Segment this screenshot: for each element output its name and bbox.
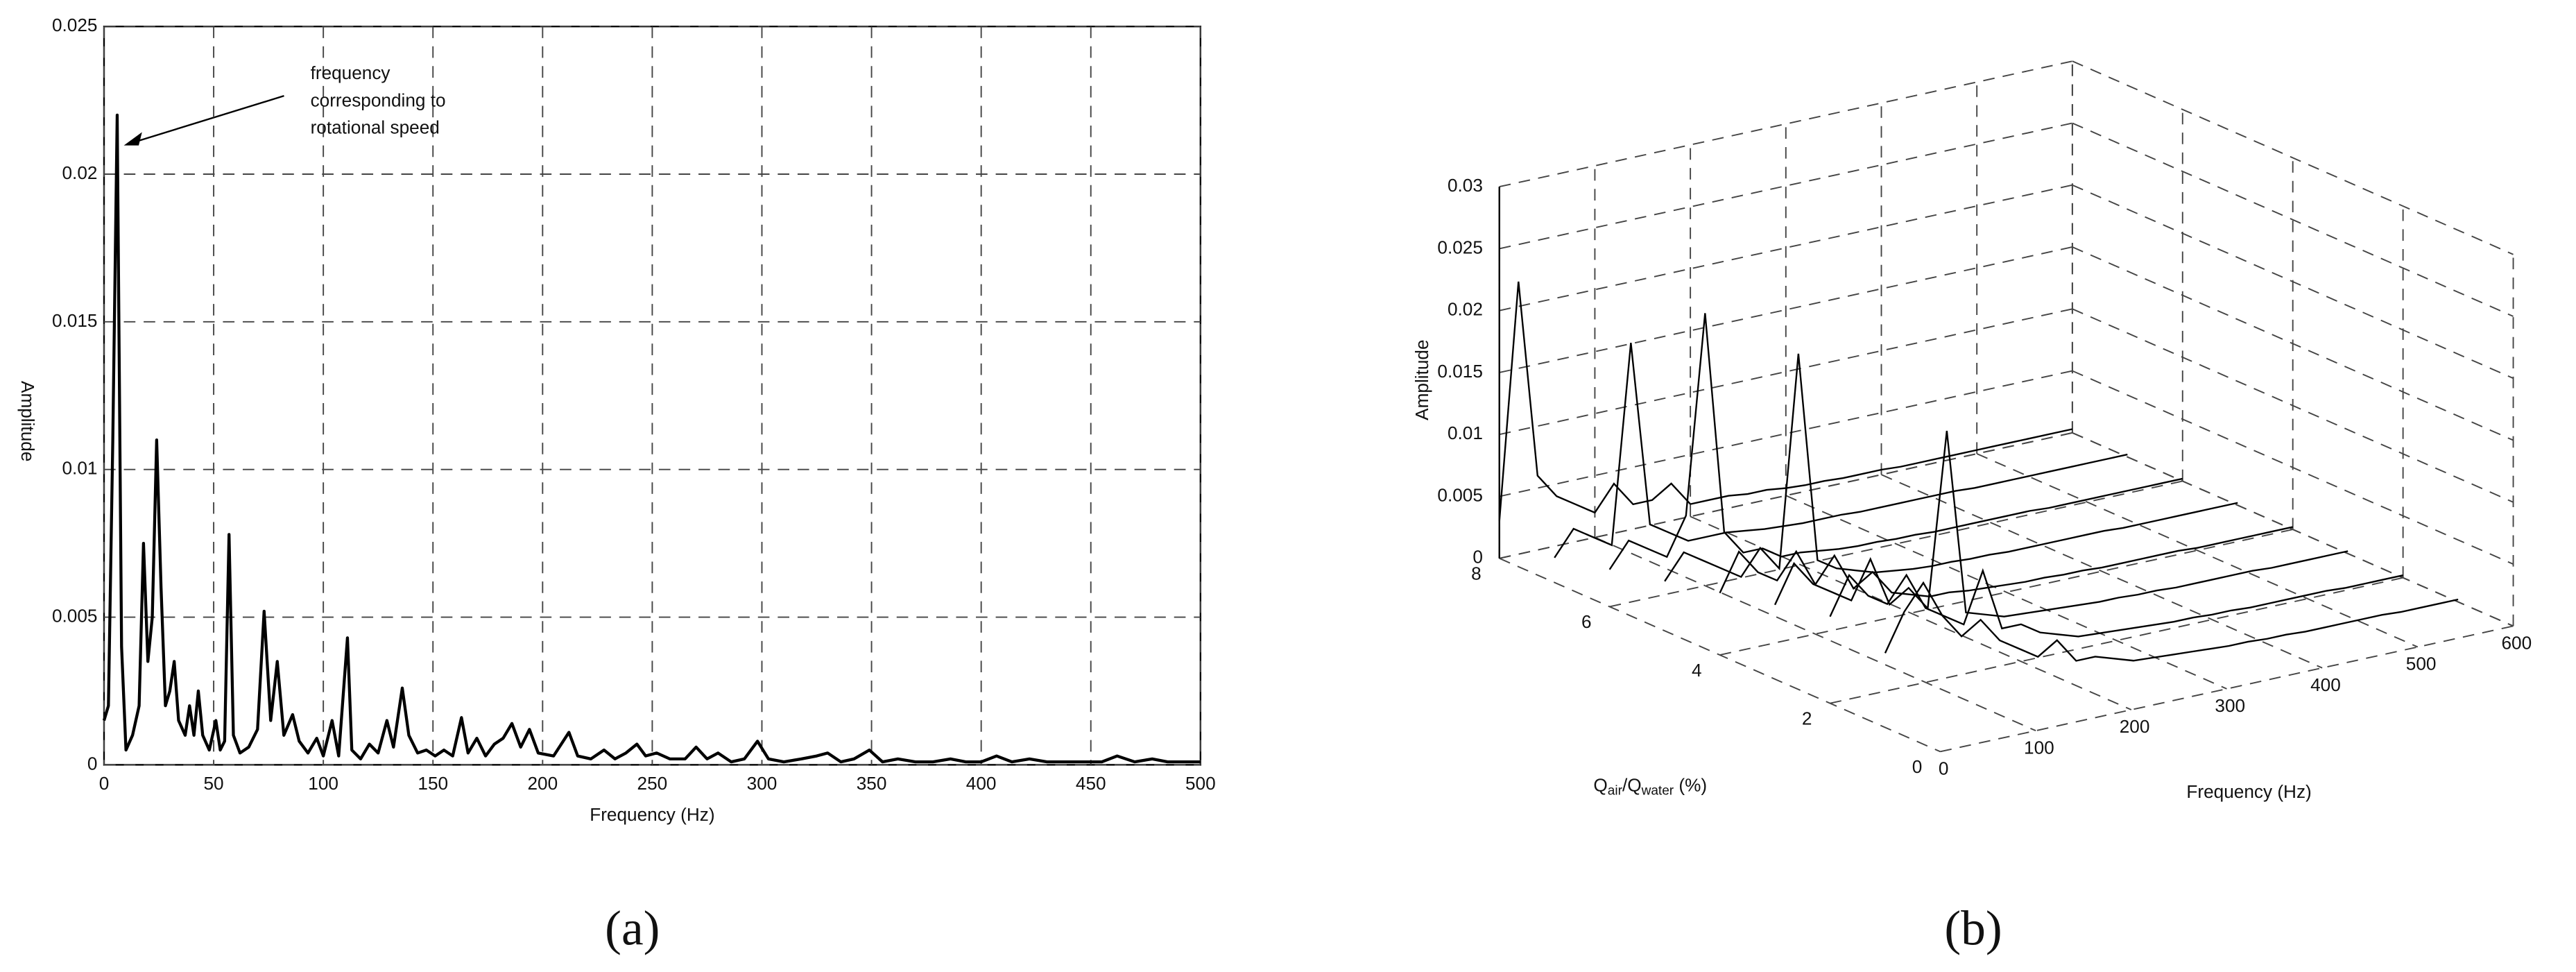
grid-line xyxy=(2072,308,2514,503)
spectrum-line xyxy=(1884,581,2459,662)
y-axis-label: Amplitude xyxy=(17,381,38,461)
x-tick-label: 100 xyxy=(2024,737,2054,758)
y-axis-label-part: (%) xyxy=(1674,774,1707,795)
y-tick-label: 0 xyxy=(87,753,98,774)
spectrum-line xyxy=(1554,342,2128,559)
z-tick-label: 0.025 xyxy=(1437,237,1482,257)
x-tick-label: 350 xyxy=(857,773,887,794)
x-tick-label: 250 xyxy=(637,773,668,794)
grid-line xyxy=(1690,515,2132,710)
x-tick-label: 150 xyxy=(418,773,448,794)
annotation: corresponding to xyxy=(311,89,446,110)
y-tick-label: 0.005 xyxy=(52,605,97,626)
annotation: frequency xyxy=(311,62,391,83)
z-tick-label: 0.005 xyxy=(1437,484,1482,505)
y-tick-label: 0 xyxy=(1912,756,1923,777)
x-tick-label: 600 xyxy=(2501,632,2532,653)
z-tick-label: 0.01 xyxy=(1448,423,1483,443)
y-tick-label: 4 xyxy=(1692,660,1702,681)
y-axis-label-part: air xyxy=(1608,783,1623,798)
z-tick-label: 0.03 xyxy=(1448,175,1483,196)
y-axis-label-part: water xyxy=(1641,783,1674,798)
y-tick-label: 0.02 xyxy=(62,162,98,183)
x-tick-label: 200 xyxy=(2120,716,2150,737)
grid-line xyxy=(2072,370,2514,565)
x-tick-label: 450 xyxy=(1076,773,1106,794)
y-tick-label: 8 xyxy=(1471,563,1482,584)
grid-line xyxy=(2072,246,2514,441)
x-tick-label: 100 xyxy=(308,773,338,794)
spectrum-line xyxy=(1719,526,2293,598)
grid-line xyxy=(2072,122,2514,317)
z-axis-label: Amplitude xyxy=(1411,339,1432,420)
y-axis-label-part: /Q xyxy=(1622,774,1642,795)
y-tick-label: 2 xyxy=(1802,708,1812,728)
z-tick-label: 0.015 xyxy=(1437,361,1482,382)
grid-line xyxy=(1785,495,2227,690)
panel-label: (b) xyxy=(1944,901,2002,956)
grid-line xyxy=(2072,432,2514,627)
x-tick-label: 200 xyxy=(527,773,558,794)
y-tick-label: 0.025 xyxy=(52,15,97,35)
spectrum-line xyxy=(1664,353,2238,582)
x-tick-label: 400 xyxy=(2310,674,2341,695)
spectrum-line xyxy=(1608,313,2183,570)
x-axis-label: Frequency (Hz) xyxy=(590,804,714,825)
spectrum-line xyxy=(102,113,1201,764)
z-tick-label: 0 xyxy=(1472,547,1483,568)
plot-frame xyxy=(103,25,1202,766)
x-tick-label: 0 xyxy=(99,773,110,794)
x-tick-label: 0 xyxy=(1939,758,1949,778)
z-tick-label: 0.02 xyxy=(1448,299,1483,320)
x-tick-label: 50 xyxy=(204,773,224,794)
grid-line xyxy=(2072,60,2514,255)
spectrum-line xyxy=(1774,430,2349,617)
x-tick-label: 500 xyxy=(2406,654,2437,674)
x-axis-label: Frequency (Hz) xyxy=(2186,781,2311,802)
annotation: rotational speed xyxy=(311,117,440,138)
x-tick-label: 500 xyxy=(1185,773,1216,794)
y-tick-label: 6 xyxy=(1581,611,1592,632)
grid-line xyxy=(1881,474,2323,669)
y-tick-label: 0.015 xyxy=(52,310,97,331)
y-axis-label: Qair/Qwater (%) xyxy=(1593,774,1707,798)
x-tick-label: 300 xyxy=(747,773,778,794)
grid-line xyxy=(2072,184,2514,380)
x-tick-label: 400 xyxy=(966,773,997,794)
annotation-arrow xyxy=(128,95,284,145)
panel-label: (a) xyxy=(605,901,660,956)
arrow-head xyxy=(123,132,142,146)
spectrum-line xyxy=(1829,568,2403,638)
y-axis-label-part: Q xyxy=(1593,774,1607,795)
grid-line xyxy=(1976,453,2419,648)
y-tick-label: 0.01 xyxy=(62,458,98,479)
grid-line xyxy=(1595,536,2036,732)
x-tick-label: 300 xyxy=(2215,695,2245,716)
